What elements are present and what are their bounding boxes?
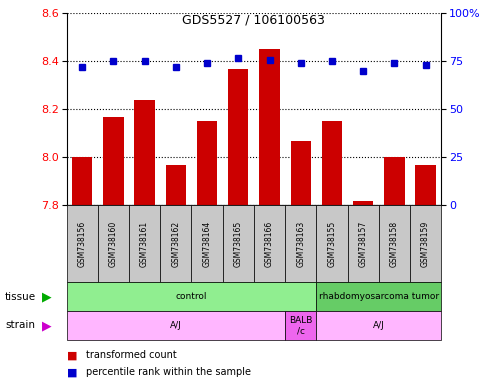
Text: ■: ■: [67, 350, 77, 360]
Bar: [322, 121, 342, 205]
Bar: [416, 165, 436, 205]
Bar: [259, 50, 280, 205]
Bar: [197, 121, 217, 205]
Text: percentile rank within the sample: percentile rank within the sample: [86, 367, 251, 377]
Text: ▶: ▶: [42, 319, 52, 332]
FancyBboxPatch shape: [348, 205, 379, 282]
Text: rhabdomyosarcoma tumor: rhabdomyosarcoma tumor: [319, 292, 439, 301]
Bar: [166, 165, 186, 205]
FancyBboxPatch shape: [285, 311, 317, 340]
FancyBboxPatch shape: [285, 205, 317, 282]
FancyBboxPatch shape: [254, 205, 285, 282]
FancyBboxPatch shape: [67, 205, 98, 282]
Text: transformed count: transformed count: [86, 350, 177, 360]
Text: GSM738166: GSM738166: [265, 221, 274, 267]
Text: GSM738161: GSM738161: [140, 221, 149, 267]
FancyBboxPatch shape: [98, 205, 129, 282]
Bar: [353, 200, 373, 205]
FancyBboxPatch shape: [379, 205, 410, 282]
Text: ▶: ▶: [42, 290, 52, 303]
Text: GDS5527 / 106100563: GDS5527 / 106100563: [182, 13, 325, 26]
Text: strain: strain: [5, 320, 35, 331]
Bar: [103, 117, 124, 205]
FancyBboxPatch shape: [410, 205, 441, 282]
Text: GSM738156: GSM738156: [78, 221, 87, 267]
Text: GSM738157: GSM738157: [359, 221, 368, 267]
Text: ■: ■: [67, 367, 77, 377]
Text: BALB
/c: BALB /c: [289, 316, 313, 335]
Text: GSM738165: GSM738165: [234, 221, 243, 267]
FancyBboxPatch shape: [317, 311, 441, 340]
FancyBboxPatch shape: [160, 205, 191, 282]
FancyBboxPatch shape: [129, 205, 160, 282]
Bar: [135, 100, 155, 205]
FancyBboxPatch shape: [317, 205, 348, 282]
FancyBboxPatch shape: [191, 205, 223, 282]
Text: GSM738160: GSM738160: [109, 221, 118, 267]
Text: tissue: tissue: [5, 291, 36, 302]
FancyBboxPatch shape: [223, 205, 254, 282]
Text: control: control: [176, 292, 207, 301]
Text: GSM738159: GSM738159: [421, 221, 430, 267]
FancyBboxPatch shape: [317, 282, 441, 311]
Text: GSM738158: GSM738158: [390, 221, 399, 267]
Bar: [384, 157, 405, 205]
Bar: [72, 157, 92, 205]
Text: GSM738155: GSM738155: [327, 221, 336, 267]
Text: GSM738162: GSM738162: [172, 221, 180, 267]
FancyBboxPatch shape: [67, 311, 285, 340]
FancyBboxPatch shape: [67, 282, 317, 311]
Text: A/J: A/J: [170, 321, 182, 330]
Text: GSM738164: GSM738164: [203, 221, 211, 267]
Bar: [228, 69, 248, 205]
Text: A/J: A/J: [373, 321, 385, 330]
Text: GSM738163: GSM738163: [296, 221, 305, 267]
Bar: [290, 141, 311, 205]
